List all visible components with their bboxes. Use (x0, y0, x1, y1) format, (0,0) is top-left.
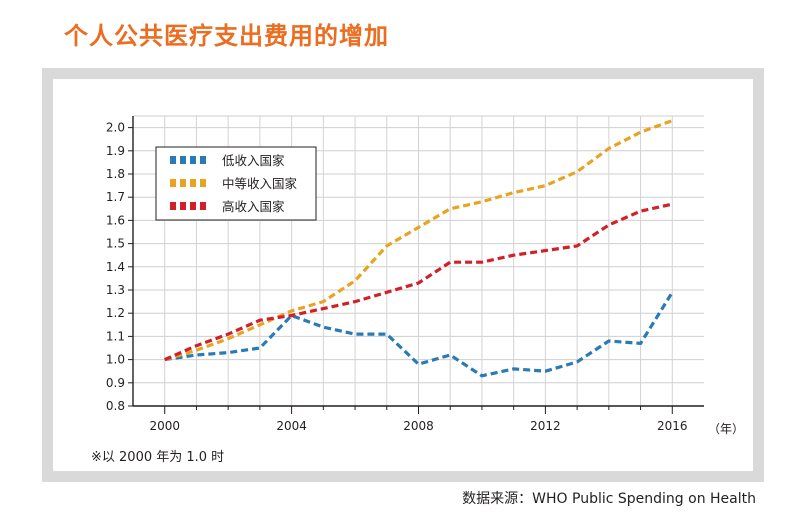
y-tick-label: 1.9 (106, 144, 125, 158)
series-line-middle (164, 119, 673, 362)
y-tick-label: 0.9 (106, 376, 125, 390)
series-line-high (164, 202, 673, 362)
x-tick-label: 2000 (149, 419, 180, 433)
grid (133, 115, 704, 407)
legend-label: 高收入国家 (222, 199, 285, 214)
y-tick-label: 1.5 (106, 237, 125, 251)
y-tick-label: 1.0 (106, 353, 125, 367)
x-tick-label: 2004 (276, 419, 307, 433)
x-tick-label: 2008 (403, 419, 434, 433)
footnote: ※以 2000 年为 1.0 时 (91, 450, 225, 465)
y-tick-label: 1.2 (106, 306, 125, 320)
x-tick-label: 2016 (657, 419, 688, 433)
series-line-low (164, 291, 674, 378)
y-tick-label: 1.6 (106, 213, 125, 227)
y-tick-label: 2.0 (106, 121, 125, 135)
series-lines (164, 119, 674, 378)
chart-title: 个人公共医疗支出费用的增加 (64, 22, 389, 50)
y-tick-label: 1.4 (106, 260, 125, 274)
y-tick-label: 1.8 (106, 167, 125, 181)
source-note: 数据来源：WHO Public Spending on Health (462, 491, 756, 507)
x-axis-label: （年） (708, 422, 744, 436)
axes: 0.8 0.9 1.0 1.1 1.2 1.3 1.4 1.5 1.6 1.7 1.8 1.9 2.0 2… (106, 116, 744, 436)
legend-label: 中等收入国家 (222, 176, 298, 191)
y-tick-label: 1.7 (106, 190, 125, 204)
y-tick-label: 0.8 (106, 399, 125, 413)
x-tick-label: 2012 (530, 419, 561, 433)
y-tick-label: 1.1 (106, 329, 125, 343)
legend-label: 低收入国家 (222, 153, 285, 168)
y-tick-label: 1.3 (106, 283, 125, 297)
